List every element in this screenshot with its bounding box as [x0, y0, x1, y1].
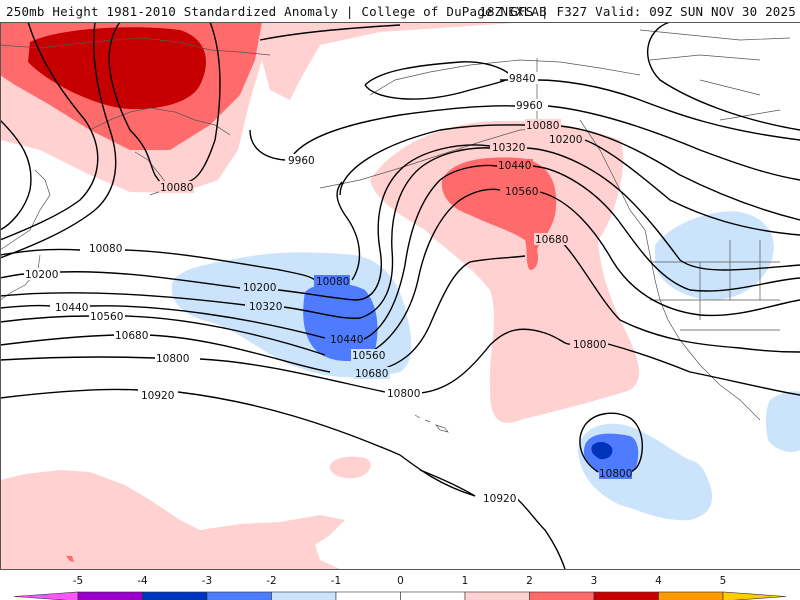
- anomaly-pos1-ridge: [370, 120, 640, 423]
- coastline-alaska: [369, 59, 641, 96]
- contour-10440: [0, 164, 800, 341]
- contour-label: 10680: [355, 368, 388, 380]
- contour-labels: 9840 9960 9960 10080 10080 10080 10080 1…: [24, 72, 632, 505]
- contour-label: 10440: [55, 302, 88, 314]
- coastline-siberia: [0, 37, 271, 56]
- contour-9960-nw: [0, 119, 32, 231]
- contour-10080-nw-a: [0, 22, 99, 241]
- colorbar-bin: [464, 591, 530, 600]
- contour-label: 10320: [249, 301, 282, 313]
- contour-label: 10800: [387, 388, 420, 400]
- colorbar-tick-label: 5: [720, 575, 727, 587]
- hawaii: [414, 414, 449, 433]
- colorbar-bin: [206, 591, 272, 600]
- contour-9960-top: [259, 24, 401, 41]
- colorbar-bin-above-max: [722, 591, 787, 600]
- contour-label: 9840: [509, 73, 536, 85]
- contour-label: 10440: [330, 334, 363, 346]
- contour-label: 10080: [89, 243, 122, 255]
- anomaly-pos3-northwest: [28, 27, 206, 110]
- contour-label: 10800: [599, 468, 632, 480]
- anomaly-pos2-speck: [66, 556, 74, 562]
- anomaly-neg3-cutoff: [591, 442, 613, 460]
- contour-label: 10920: [483, 493, 516, 505]
- contour-10080-nw-b: [0, 22, 117, 259]
- colorbar-tick-label: -4: [137, 575, 148, 587]
- contour-label: 10080: [316, 276, 349, 288]
- contour-10920-right: [399, 454, 476, 497]
- colorbar-bin: [658, 591, 724, 600]
- colorbar-bin: [529, 591, 595, 600]
- contour-10200: [0, 139, 800, 301]
- anomaly-pos1-south: [0, 470, 345, 569]
- contour-label: 10200: [243, 282, 276, 294]
- weather-map: 9840 9960 9960 10080 10080 10080 10080 1…: [0, 22, 800, 569]
- contour-9840-north: [364, 79, 506, 100]
- contour-10920: [0, 388, 566, 569]
- contour-label: 10200: [549, 134, 582, 146]
- colorbar-tick-label: 4: [655, 575, 662, 587]
- contour-label: 10440: [498, 160, 531, 172]
- contour-10080: [339, 124, 800, 221]
- coastline-canada-north: [639, 29, 791, 121]
- contour-ne-loop: [646, 22, 800, 131]
- colorbar-tick-label: 3: [591, 575, 598, 587]
- anomaly-neg1-mexico: [765, 391, 800, 452]
- anomaly-pos1-islet: [329, 456, 371, 479]
- contour-label: 10800: [573, 339, 606, 351]
- contour-label: 9960: [288, 155, 315, 167]
- height-contours: [0, 22, 800, 569]
- colorbar-tick-label: 0: [397, 575, 404, 587]
- colorbar-tick-label: -5: [73, 575, 83, 587]
- contour-label: 10560: [352, 350, 385, 362]
- colorbar-bin: [271, 591, 337, 600]
- contour-10080-nw-c: [108, 22, 161, 183]
- coastline-okhotsk: [89, 107, 231, 136]
- model-run-info: 18Z GFS | F327 Valid: 09Z SUN NOV 30 202…: [479, 4, 796, 19]
- contour-label: 10560: [505, 186, 538, 198]
- contour-label: 10680: [115, 330, 148, 342]
- contour-label: 10680: [535, 234, 568, 246]
- colorbar-tick-label: 2: [526, 575, 533, 587]
- colorbar-bin: [142, 591, 208, 600]
- colorbar-tick-label: 1: [462, 575, 469, 587]
- contour-10560: [0, 188, 800, 357]
- map-header: 250mb Height 1981-2010 Standardized Anom…: [0, 0, 800, 22]
- contour-label: 10080: [160, 182, 193, 194]
- contour-label: 10920: [141, 390, 174, 402]
- contour-10800: [0, 328, 800, 396]
- contour-label: 10560: [90, 311, 123, 323]
- colorbar-tick-label: -3: [202, 575, 212, 587]
- contour-9960-left: [249, 129, 286, 161]
- contour-10080-loop: [179, 22, 221, 184]
- colorbar-bin: [335, 591, 401, 600]
- colorbar-bin: [77, 591, 143, 600]
- anomaly-neg1-us-interior: [655, 211, 774, 300]
- colorbar-bin: [593, 591, 659, 600]
- colorbar-bin-below-min: [13, 591, 79, 600]
- colorbar-tick-label: -2: [266, 575, 276, 587]
- colorbar-tick-labels: -5 -4 -3 -2 -1 0 1 2 3 4 5: [73, 575, 727, 587]
- colorbar-tick-label: -1: [331, 575, 341, 587]
- colorbar-legend: -5 -4 -3 -2 -1 0 1 2 3 4 5: [13, 575, 787, 600]
- map-title: 250mb Height 1981-2010 Standardized Anom…: [6, 4, 547, 19]
- contour-label: 10080: [526, 120, 559, 132]
- colorbar-bins: [13, 591, 787, 600]
- contour-10320: [0, 147, 800, 319]
- contour-label: 10200: [25, 269, 58, 281]
- contour-9960: [289, 105, 800, 181]
- coastline-japan: [0, 169, 51, 251]
- contour-label: 10320: [492, 142, 525, 154]
- coastline-aleutians: [319, 127, 561, 189]
- contour-10080-main: [0, 181, 361, 281]
- colorbar-bin: [400, 591, 466, 600]
- contour-label: 9960: [516, 100, 543, 112]
- anomaly-pos1-top: [262, 22, 530, 100]
- negative-anomaly-shading: [171, 211, 800, 521]
- contour-10680: [0, 239, 800, 374]
- contour-label: 10800: [156, 353, 189, 365]
